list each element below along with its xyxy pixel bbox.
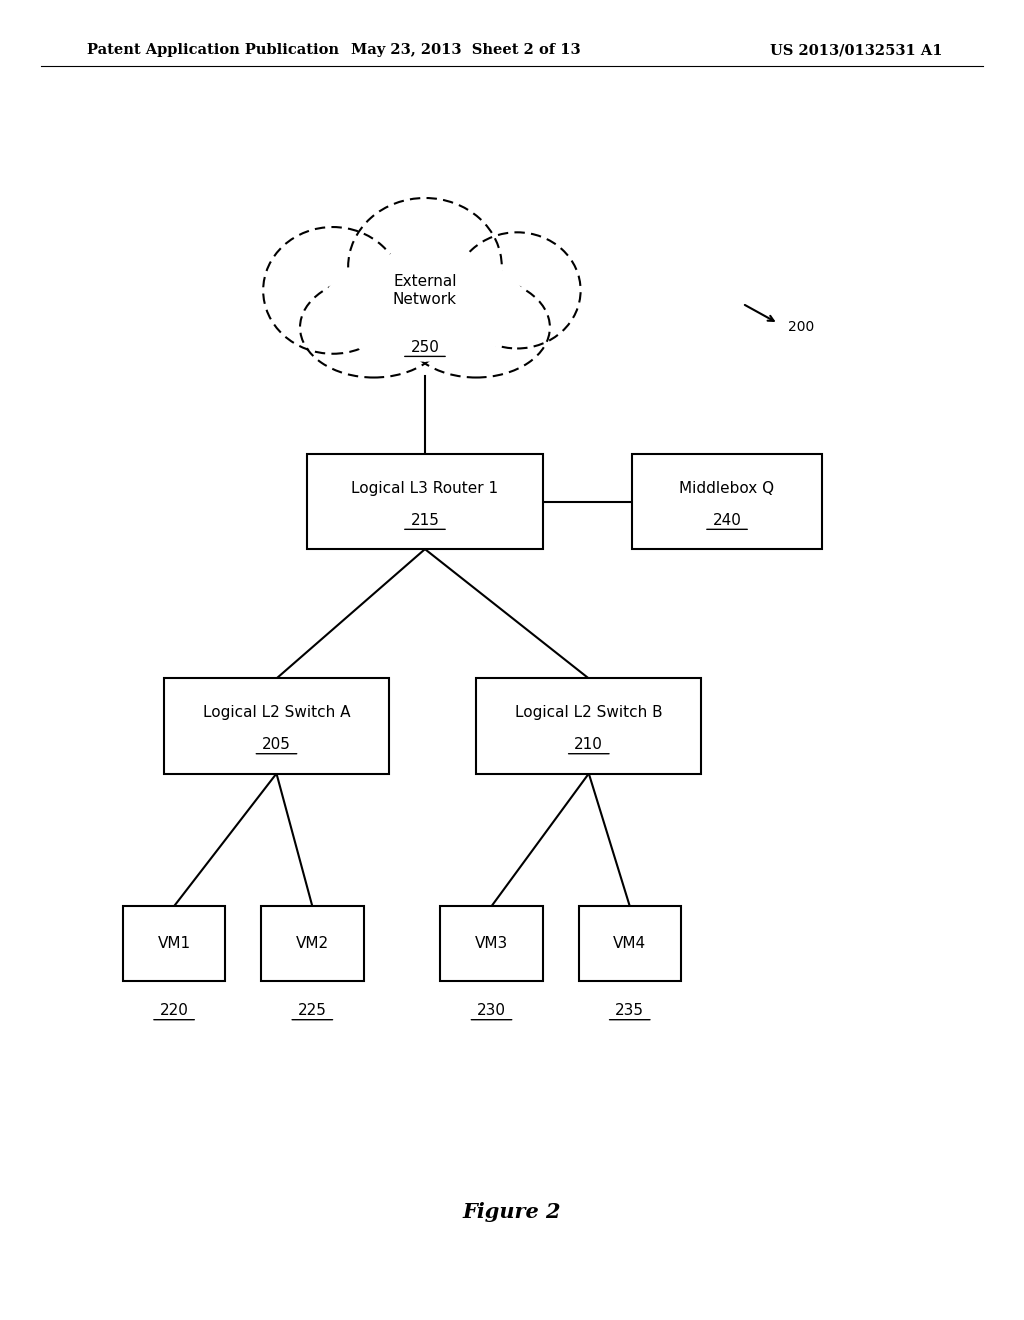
Text: 240: 240 [713,512,741,528]
Text: 230: 230 [477,1003,506,1018]
Bar [476,678,701,774]
Text: 200: 200 [788,321,815,334]
Text: 225: 225 [298,1003,327,1018]
Text: Middlebox Q: Middlebox Q [680,480,774,496]
Text: External
Network: External Network [393,273,457,308]
Text: May 23, 2013  Sheet 2 of 13: May 23, 2013 Sheet 2 of 13 [351,44,581,57]
Text: Patent Application Publication: Patent Application Publication [87,44,339,57]
Text: 210: 210 [574,737,603,752]
Text: Logical L2 Switch A: Logical L2 Switch A [203,705,350,721]
Ellipse shape [300,277,447,378]
Text: Logical L3 Router 1: Logical L3 Router 1 [351,480,499,496]
Ellipse shape [263,227,402,354]
Text: 220: 220 [160,1003,188,1018]
Text: Logical L2 Switch B: Logical L2 Switch B [515,705,663,721]
Text: 250: 250 [411,339,439,355]
Text: VM2: VM2 [296,936,329,952]
Text: 235: 235 [615,1003,644,1018]
Text: Figure 2: Figure 2 [463,1201,561,1222]
Text: US 2013/0132531 A1: US 2013/0132531 A1 [770,44,942,57]
Text: 215: 215 [411,512,439,528]
Text: VM4: VM4 [613,936,646,952]
Text: VM1: VM1 [158,936,190,952]
Bar [164,678,389,774]
Text: VM3: VM3 [475,936,508,952]
Ellipse shape [454,232,581,348]
Bar [261,907,364,982]
Bar [123,907,225,982]
Ellipse shape [323,251,527,362]
Ellipse shape [348,198,502,335]
Ellipse shape [402,277,550,378]
Text: 205: 205 [262,737,291,752]
Bar [632,454,821,549]
Bar [307,454,543,549]
Bar [579,907,681,982]
Bar [440,907,543,982]
